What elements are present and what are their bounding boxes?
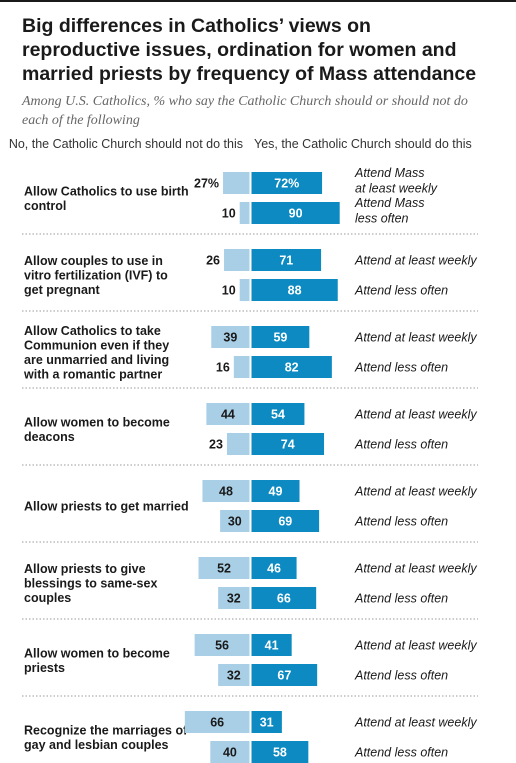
bar-label-yes: 71 <box>279 254 293 268</box>
bar-label-no: 40 <box>223 746 237 760</box>
chart-subtitle: Among U.S. Catholics, % who say the Cath… <box>22 94 468 128</box>
bar-yes <box>251 557 297 579</box>
bar-label-yes: 90 <box>289 207 303 221</box>
bar-no <box>206 403 250 425</box>
bar-label-yes: 74 <box>281 438 295 452</box>
legend-no-header: No, the Catholic Church should not do th… <box>8 137 243 151</box>
category-label: Allow priests to give blessings to same-s… <box>24 562 157 605</box>
attendance-label: Attend less often <box>354 669 448 683</box>
bar-label-yes: 46 <box>267 562 281 576</box>
bar-label-yes: 82 <box>285 361 299 375</box>
bar-yes <box>251 202 340 224</box>
bar-label-yes: 41 <box>265 639 279 653</box>
attendance-label: Attend Mass less often <box>354 196 424 226</box>
bar-yes <box>251 587 317 609</box>
bar-no <box>184 711 250 733</box>
attendance-label: Attend at least weekly <box>354 331 477 345</box>
bar-no <box>218 664 250 686</box>
bar-no <box>194 634 250 656</box>
attendance-label: Attend less often <box>354 515 448 529</box>
bar-yes <box>251 634 292 656</box>
bar-no <box>224 249 250 271</box>
category-label: Allow women to become priests <box>24 646 170 675</box>
bar-label-no: 16 <box>216 361 230 375</box>
category-label: Allow couples to use in vitro fertilizati… <box>24 254 168 297</box>
bar-yes <box>251 326 310 348</box>
category-label: Allow Catholics to take Communion even if… <box>23 324 169 382</box>
bar-label-no: 52 <box>217 562 231 576</box>
bar-no <box>239 279 250 301</box>
bar-label-no: 39 <box>223 331 237 345</box>
bar-yes <box>251 279 338 301</box>
bar-yes <box>251 356 332 378</box>
attendance-label: Attend less often <box>354 361 448 375</box>
bar-no <box>210 741 250 763</box>
attendance-label: Attend at least weekly <box>354 408 477 422</box>
bar-label-no: 30 <box>228 515 242 529</box>
bar-label-yes: 31 <box>260 716 274 730</box>
attendance-label: Attend at least weekly <box>354 485 477 499</box>
bar-label-yes: 69 <box>278 515 292 529</box>
bar-yes <box>251 480 300 502</box>
attendance-label: Attend at least weekly <box>354 639 477 653</box>
bar-label-no: 23 <box>209 438 223 452</box>
bar-no <box>198 557 250 579</box>
bar-label-no: 26 <box>206 254 220 268</box>
bar-label-no: 27% <box>194 177 219 191</box>
bar-label-yes: 59 <box>273 331 287 345</box>
bar-label-no: 48 <box>219 485 233 499</box>
bar-label-yes: 58 <box>273 746 287 760</box>
bar-label-no: 56 <box>215 639 229 653</box>
attendance-label: Attend at least weekly <box>354 254 477 268</box>
bar-yes <box>251 664 318 686</box>
legend-yes-header: Yes, the Catholic Church should do this <box>254 137 472 151</box>
bar-yes <box>251 741 309 763</box>
category-label: Allow women to become deacons <box>24 415 170 444</box>
attendance-label: Attend Mass at least weekly <box>354 166 438 196</box>
bar-no <box>223 172 250 194</box>
bar-label-no: 32 <box>227 592 241 606</box>
bar-no <box>202 480 250 502</box>
bar-no <box>233 356 250 378</box>
attendance-label: Attend less often <box>354 592 448 606</box>
attendance-label: Attend at least weekly <box>354 716 477 730</box>
bar-yes <box>251 172 323 194</box>
bar-label-yes: 88 <box>288 284 302 298</box>
bar-no <box>226 433 250 455</box>
attendance-label: Attend at least weekly <box>354 562 477 576</box>
bar-label-yes: 72% <box>274 177 299 191</box>
bar-no <box>218 587 250 609</box>
bar-no <box>211 326 250 348</box>
bar-no <box>239 202 250 224</box>
chart-title: Big differences in Catholics’ views on r… <box>22 15 477 85</box>
bar-label-yes: 54 <box>271 408 285 422</box>
bar-label-yes: 66 <box>277 592 291 606</box>
attendance-label: Attend less often <box>354 284 448 298</box>
bar-label-no: 10 <box>222 284 236 298</box>
bar-no <box>220 510 250 532</box>
category-label: Allow priests to get married <box>24 500 189 514</box>
bar-yes <box>251 711 282 733</box>
bar-label-no: 66 <box>210 716 224 730</box>
bar-label-yes: 67 <box>277 669 291 683</box>
bar-yes <box>251 403 305 425</box>
category-label: Allow Catholics to use birth control <box>24 184 189 213</box>
bar-yes <box>251 433 325 455</box>
attendance-label: Attend less often <box>354 438 448 452</box>
bar-label-yes: 49 <box>269 485 283 499</box>
bar-yes <box>251 249 322 271</box>
category-label: Recognize the marriages of gay and lesbia… <box>24 723 188 752</box>
bar-label-no: 32 <box>227 669 241 683</box>
bar-yes <box>251 510 320 532</box>
bar-label-no: 44 <box>221 408 235 422</box>
bar-label-no: 10 <box>222 207 236 221</box>
top-rule <box>0 0 516 2</box>
attendance-label: Attend less often <box>354 746 448 760</box>
